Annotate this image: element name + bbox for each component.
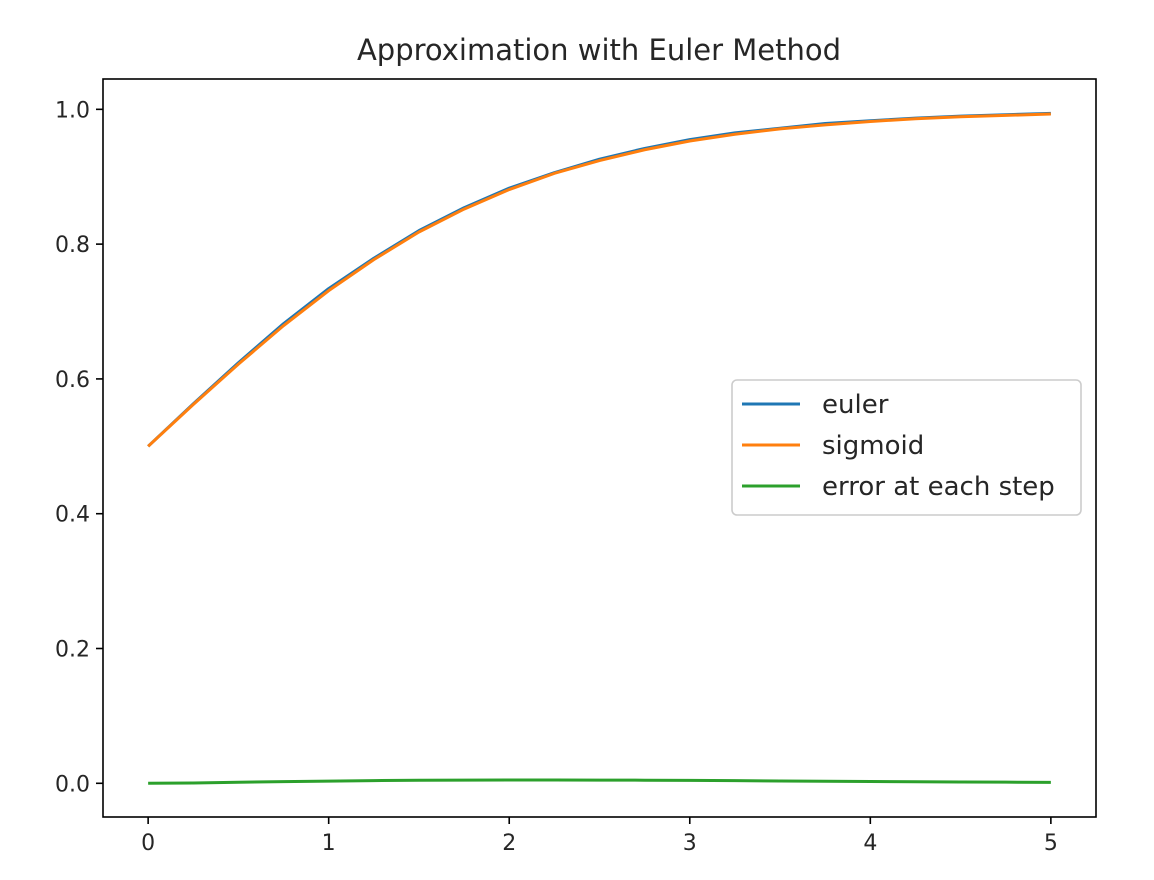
legend-label-error-at-each-step: error at each step bbox=[822, 472, 1055, 502]
x-tick-label: 4 bbox=[863, 831, 877, 856]
chart-title: Approximation with Euler Method bbox=[357, 33, 841, 67]
y-tick-label: 0.0 bbox=[55, 772, 90, 797]
legend-label-euler: euler bbox=[822, 390, 889, 420]
series-line-sigmoid bbox=[147, 112, 1051, 448]
plot-frame bbox=[102, 78, 1097, 818]
x-tick-label: 3 bbox=[683, 831, 697, 856]
x-tick-label: 5 bbox=[1044, 831, 1058, 856]
x-tick-label: 2 bbox=[502, 831, 516, 856]
x-tick-label: 0 bbox=[141, 831, 155, 856]
legend: euler sigmoid error at each step bbox=[731, 379, 1082, 516]
series-layer bbox=[147, 111, 1051, 785]
y-tick-label: 0.2 bbox=[55, 638, 90, 663]
y-tick-label: 0.8 bbox=[55, 233, 90, 258]
x-tick-label: 1 bbox=[322, 831, 336, 856]
series-line-error-at-each-step bbox=[148, 778, 1051, 785]
legend-label-sigmoid: sigmoid bbox=[822, 431, 924, 461]
y-tick-label: 1.0 bbox=[55, 98, 90, 123]
y-tick-label: 0.6 bbox=[55, 368, 90, 393]
axes-layer: 0 1 2 3 4 5 0.0 0.2 0.4 0.6 0.8 1.0 bbox=[55, 78, 1097, 856]
y-tick-label: 0.4 bbox=[55, 503, 90, 528]
legend-box bbox=[731, 379, 1082, 516]
